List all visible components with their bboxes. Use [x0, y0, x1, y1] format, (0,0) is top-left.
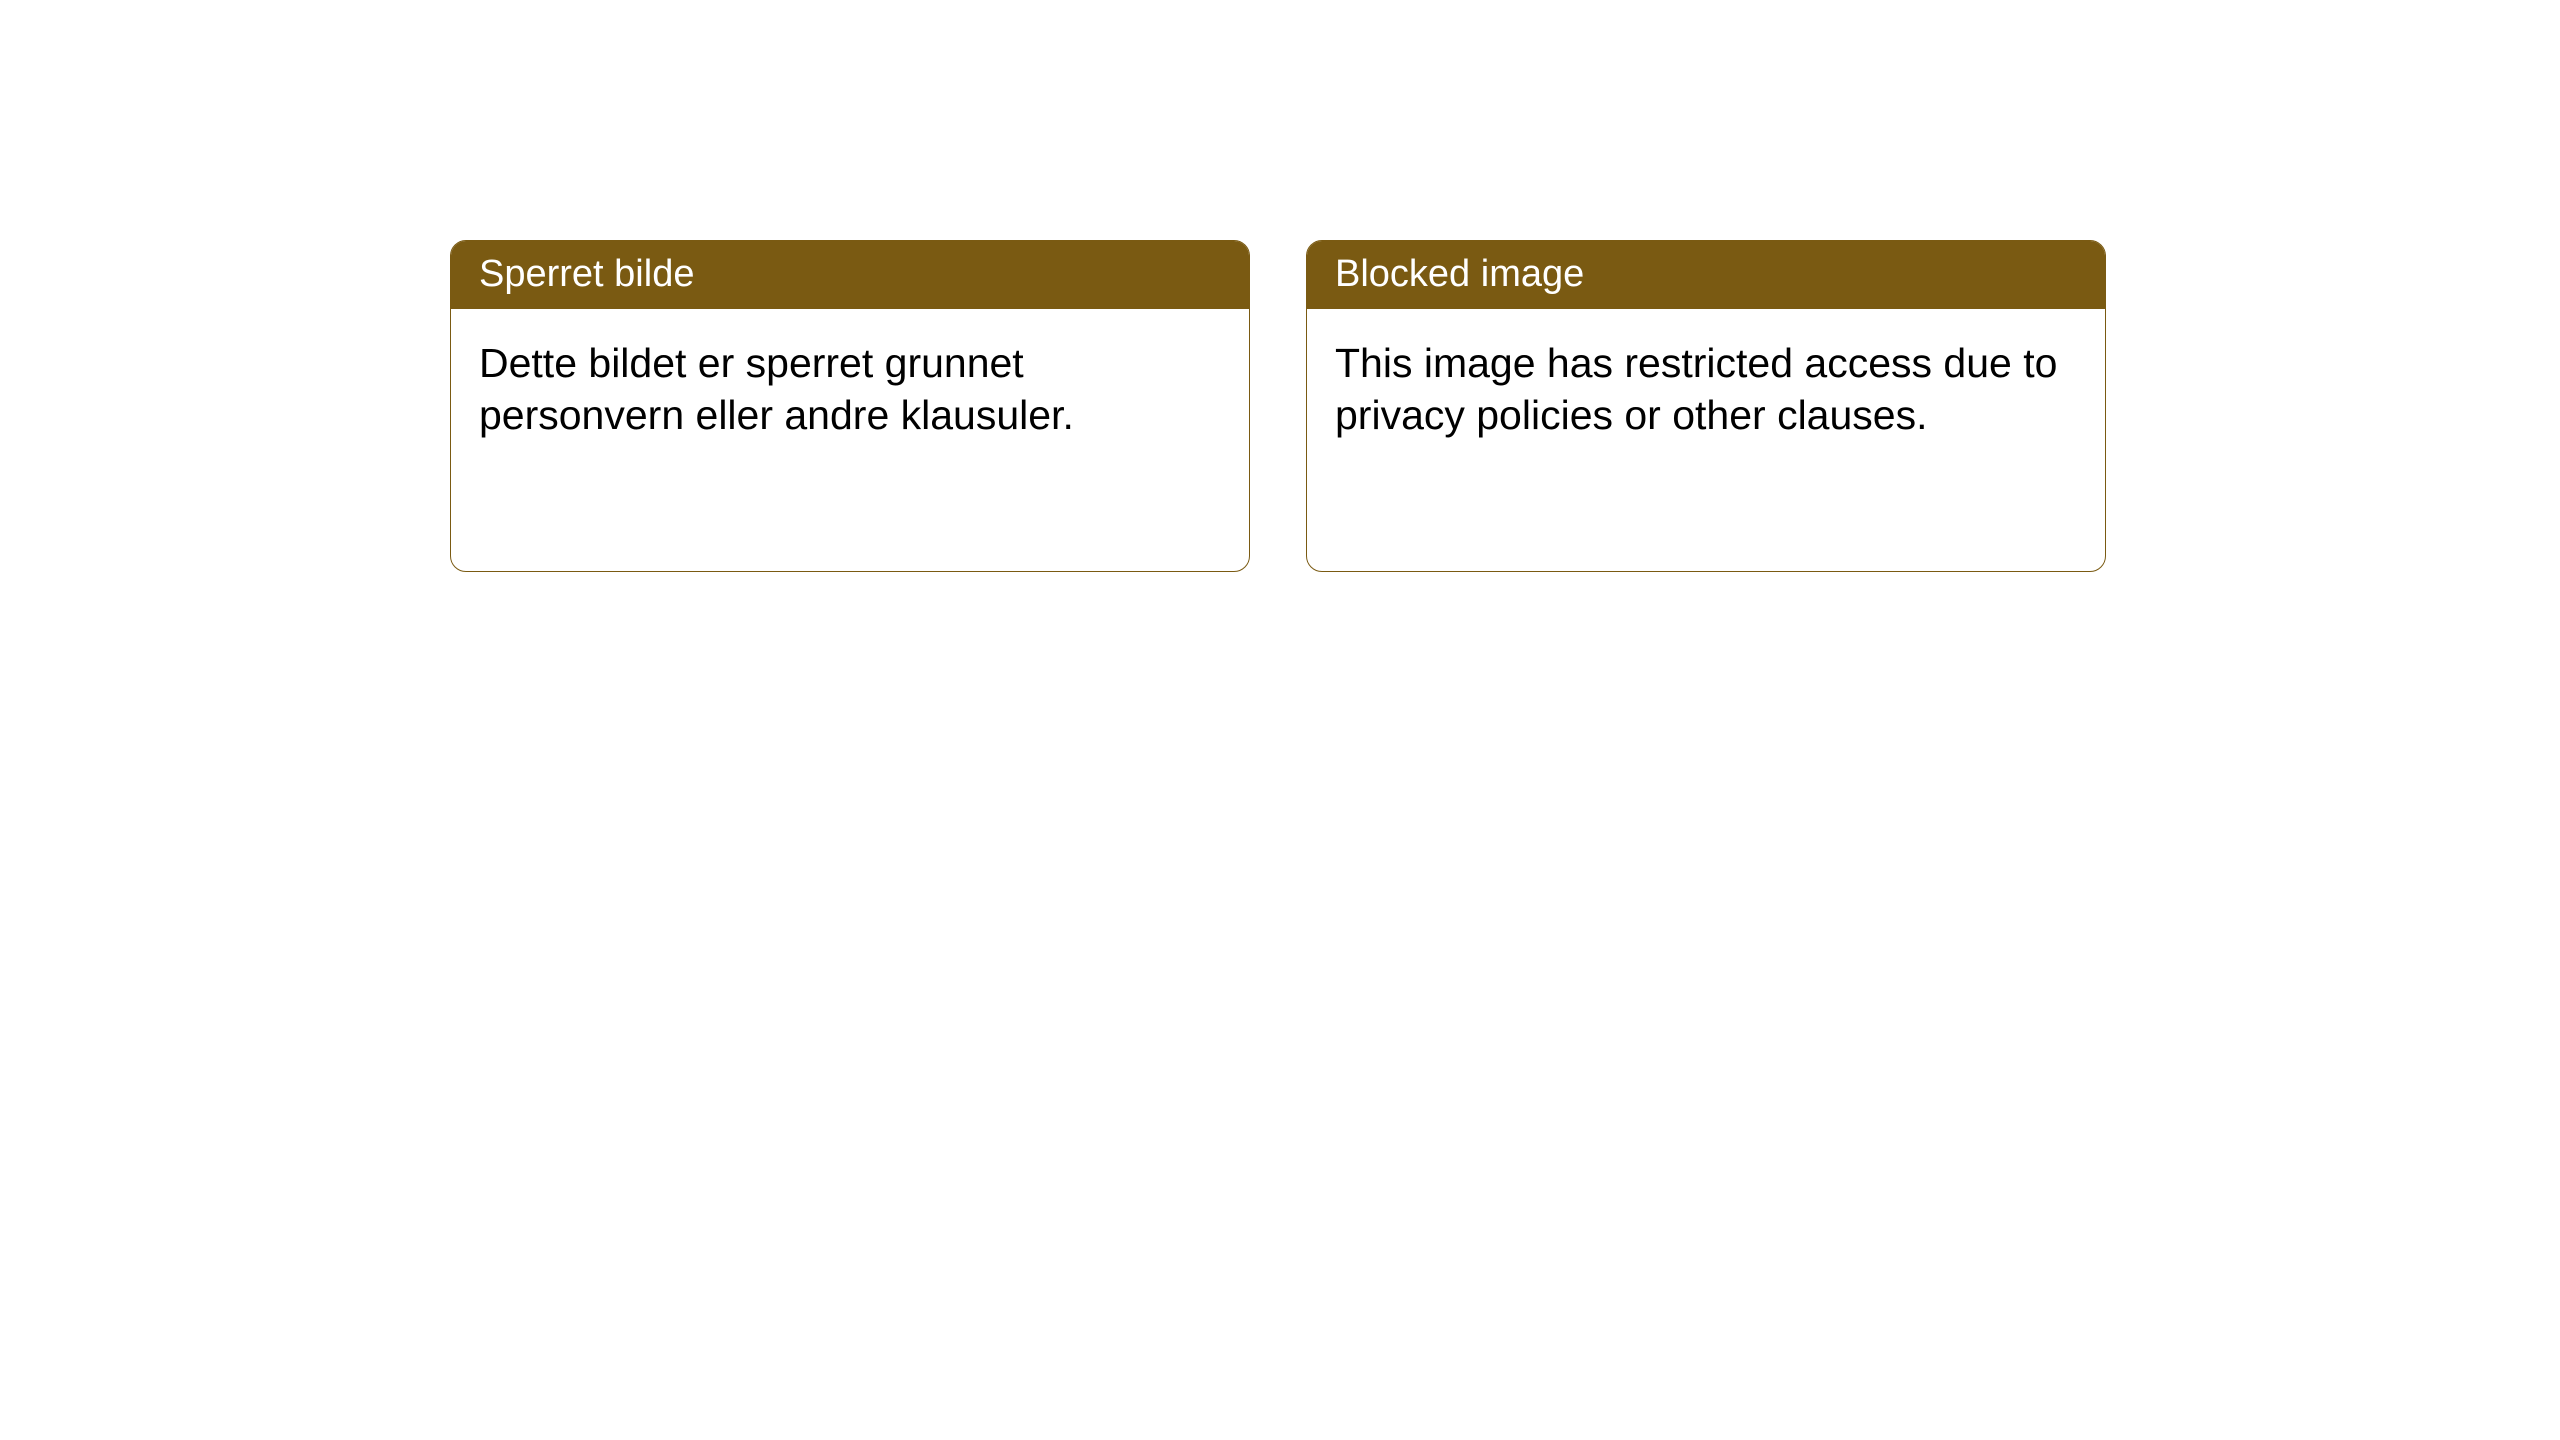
card-norwegian: Sperret bilde Dette bildet er sperret gr… [450, 240, 1250, 572]
card-norwegian-title: Sperret bilde [451, 241, 1249, 309]
card-english: Blocked image This image has restricted … [1306, 240, 2106, 572]
card-english-title: Blocked image [1307, 241, 2105, 309]
blocked-image-cards: Sperret bilde Dette bildet er sperret gr… [450, 240, 2106, 572]
card-norwegian-body: Dette bildet er sperret grunnet personve… [451, 309, 1249, 461]
card-english-body: This image has restricted access due to … [1307, 309, 2105, 461]
